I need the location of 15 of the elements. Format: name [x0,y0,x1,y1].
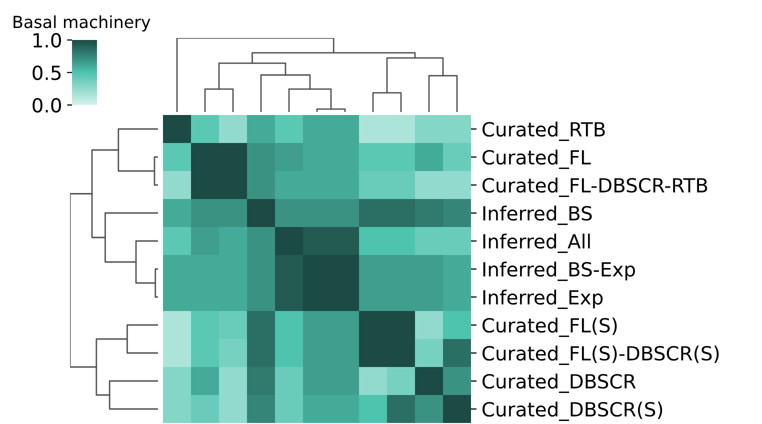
y-tick-label: Curated_DBSCR(S) [482,402,662,421]
y-tick-label: Curated_FL [482,150,591,169]
y-tick-label: Inferred_BS-Exp [483,262,635,281]
y-tick-label: Inferred_BS [483,206,592,225]
color-bar-label: 0.5 [32,65,61,80]
color-bar-label: 1.0 [33,32,61,48]
color-bar-label: 0.0 [32,98,61,113]
y-tick-label: Inferred_Exp [483,290,603,309]
y-tick-label: Curated_FL-DBSCR-RTB [482,178,708,197]
y-tick-label: Curated_RTB [482,122,605,141]
y-tick-label: Inferred_All [483,234,590,253]
y-tick-label: Curated_FL(S) [482,318,617,337]
y-tick-label: Curated_DBSCR [482,374,636,393]
y-tick-label: Curated_FL(S)-DBSCR(S) [482,346,719,365]
color-bar-title: Basal machinery [14,15,150,32]
